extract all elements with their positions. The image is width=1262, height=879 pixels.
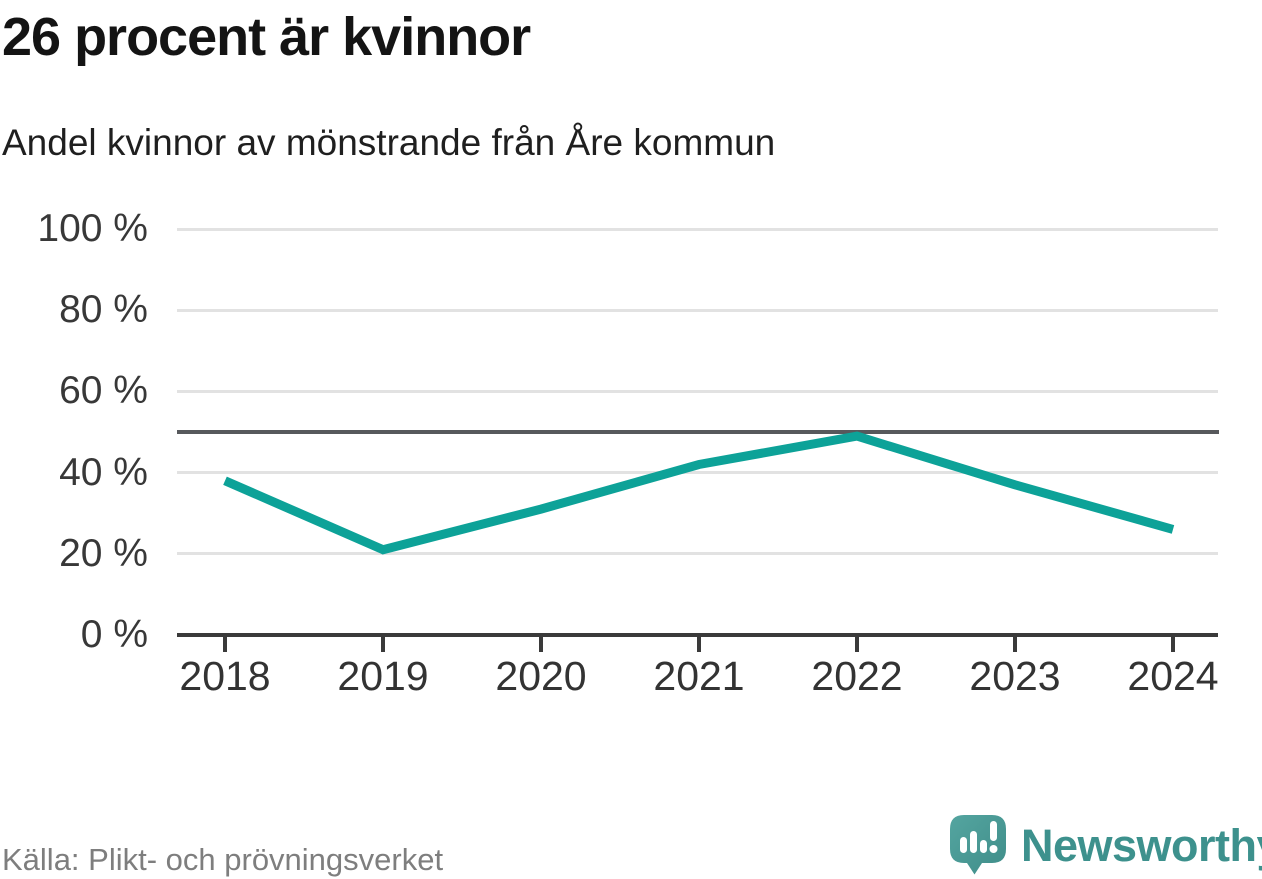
x-axis-label: 2023 (969, 653, 1061, 699)
y-axis-label: 100 % (37, 207, 148, 250)
y-gridline (177, 552, 1218, 556)
y-gridline (177, 308, 1218, 312)
x-axis-tick (697, 635, 701, 652)
y-axis-label: 80 % (59, 288, 148, 332)
newsworthy-logo-icon (950, 815, 1006, 875)
x-axis-label: 2022 (811, 653, 903, 699)
x-axis-label: 2024 (1127, 653, 1219, 699)
x-axis-label: 2021 (653, 653, 745, 699)
newsworthy-wordmark: Newsworthy (1021, 820, 1262, 871)
fifty-percent-reference-line (177, 430, 1219, 434)
line-series (223, 431, 1175, 555)
x-axis-tick (223, 635, 227, 652)
source-note: Källa: Plikt- och prövningsverket (2, 842, 444, 877)
chart-title: 26 procent är kvinnor (2, 7, 531, 67)
chart-subtitle: Andel kvinnor av mönstrande från Åre kom… (2, 122, 776, 163)
x-axis-tick (539, 635, 543, 652)
speech-bubble-shape (950, 815, 1006, 875)
exclamation-dot (989, 845, 998, 853)
y-axis-label: 60 % (59, 369, 148, 413)
y-gridline (177, 227, 1218, 231)
x-axis-tick (1171, 635, 1175, 652)
x-axis-label: 2018 (179, 653, 271, 699)
x-axis-tick (1013, 635, 1017, 652)
x-axis-tick (855, 635, 859, 652)
y-axis-label: 40 % (59, 450, 148, 494)
x-axis-label: 2020 (495, 653, 587, 699)
newsworthy-brand: Newsworthy (948, 815, 1262, 876)
y-gridline (177, 389, 1218, 393)
y-axis-label: 20 % (59, 531, 148, 575)
y-axis-label: 0 % (80, 613, 148, 656)
x-axis-tick (381, 635, 385, 652)
y-gridline (177, 471, 1218, 475)
x-axis-label: 2019 (337, 653, 429, 699)
bar-chart-glyph (960, 821, 998, 853)
exclamation-stroke (990, 821, 997, 841)
